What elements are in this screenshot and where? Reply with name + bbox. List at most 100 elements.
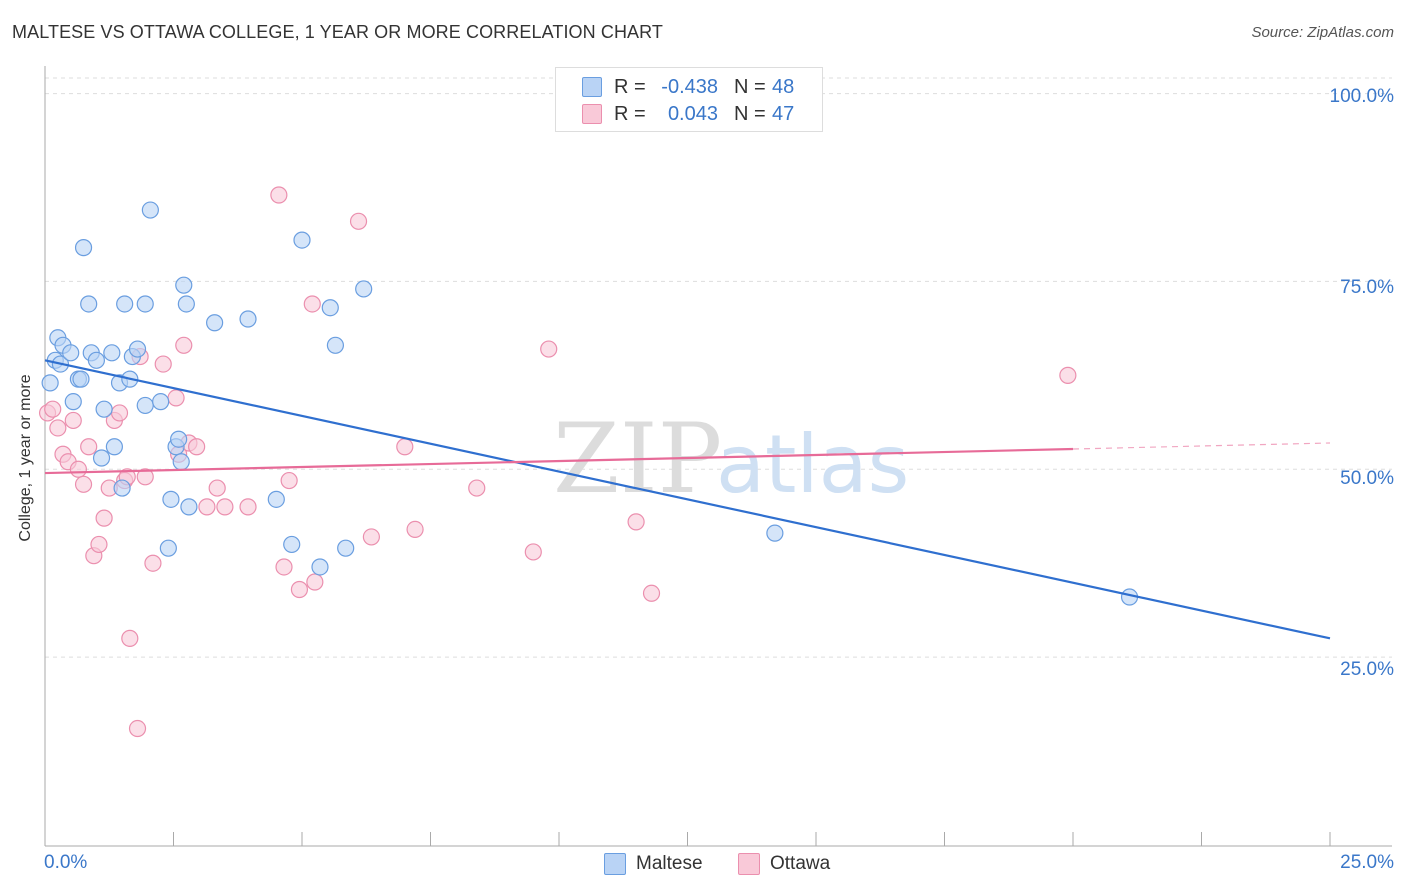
y-tick-label: 25.0% <box>1340 659 1394 680</box>
maltese-point <box>141 201 159 219</box>
ottawa-point <box>290 580 309 599</box>
n-label: N = <box>734 75 766 98</box>
maltese-point <box>267 490 285 508</box>
y-tick-label: 75.0% <box>1340 277 1394 298</box>
x-tick-label-min: 0.0% <box>44 852 88 873</box>
ottawa-point <box>396 438 414 456</box>
chart-title: MALTESE VS OTTAWA COLLEGE, 1 YEAR OR MOR… <box>12 22 664 42</box>
maltese-point <box>116 295 134 313</box>
maltese-point <box>92 449 111 467</box>
maltese-point <box>74 239 93 257</box>
ottawa-point <box>362 528 380 546</box>
maltese-legend-swatch <box>604 853 626 875</box>
maltese-point <box>105 438 123 456</box>
ottawa-point <box>468 479 486 497</box>
maltese-point <box>239 310 257 328</box>
maltese-point <box>41 374 59 392</box>
ottawa-point <box>128 719 147 738</box>
ottawa-point <box>69 460 88 478</box>
ottawa-point <box>198 498 216 516</box>
y-axis-label: College, 1 year or more <box>17 374 34 542</box>
maltese-point <box>283 535 301 554</box>
ottawa-point <box>49 419 67 437</box>
ottawa-point <box>208 479 226 497</box>
ottawa-point <box>642 584 661 602</box>
ottawa-point <box>44 400 62 418</box>
watermark-atlas: atlas <box>716 418 909 511</box>
maltese-point <box>162 490 180 508</box>
ottawa-point <box>74 475 93 493</box>
maltese-point <box>80 295 98 313</box>
ottawa-point <box>280 471 298 490</box>
x-tick-label-max: 25.0% <box>1340 852 1394 873</box>
maltese-point <box>355 280 373 298</box>
maltese-point <box>62 344 80 362</box>
maltese-swatch <box>582 77 602 97</box>
maltese-point <box>206 314 224 332</box>
ottawa-trend-line <box>44 447 1074 475</box>
grid-lines <box>45 77 1392 658</box>
maltese-point <box>180 498 198 516</box>
maltese-point <box>159 539 177 557</box>
r-value: -0.438 <box>661 75 718 98</box>
ottawa-point <box>90 535 108 554</box>
ottawa-legend-swatch <box>738 853 760 875</box>
n-value: 47 <box>772 102 795 125</box>
ottawa-point <box>216 498 234 516</box>
maltese-point <box>72 370 90 388</box>
maltese-point <box>64 393 82 411</box>
y-tick-label: 50.0% <box>1340 468 1394 489</box>
maltese-legend-label: Maltese <box>636 853 703 874</box>
maltese-point <box>128 340 147 358</box>
ottawa-point <box>144 554 162 572</box>
ottawa-point <box>188 438 206 456</box>
maltese-point <box>337 539 355 557</box>
maltese-points <box>41 201 1139 606</box>
r-label: R = <box>614 102 646 125</box>
r-label: R = <box>614 75 646 98</box>
ottawa-legend-label: Ottawa <box>770 853 831 874</box>
ottawa-point <box>349 212 368 230</box>
ottawa-point <box>95 509 113 527</box>
maltese-point <box>311 558 329 576</box>
maltese-point <box>177 295 195 313</box>
ottawa-point <box>121 629 139 647</box>
ottawa-point <box>136 468 154 486</box>
maltese-point <box>293 231 311 249</box>
ottawa-point <box>239 498 257 516</box>
ottawa-point <box>167 389 185 407</box>
legend-item-maltese[interactable]: Maltese <box>604 852 703 876</box>
ottawa-swatch <box>582 104 602 124</box>
maltese-point <box>321 299 339 317</box>
axes <box>44 66 1392 847</box>
ottawa-point <box>110 404 129 422</box>
ottawa-point <box>175 336 193 354</box>
n-value: 48 <box>772 75 795 98</box>
ottawa-point <box>524 543 542 561</box>
n-label: N = <box>734 102 766 125</box>
ottawa-point <box>270 186 288 204</box>
maltese-point <box>326 336 345 354</box>
ottawa-point <box>303 295 321 313</box>
maltese-point <box>136 295 154 313</box>
trend-lines <box>44 359 1331 640</box>
maltese-point <box>766 524 784 542</box>
ottawa-point <box>80 438 98 456</box>
ottawa-point <box>275 558 293 576</box>
maltese-point <box>87 351 106 369</box>
maltese-point <box>113 479 131 497</box>
maltese-trend-line <box>44 359 1331 640</box>
maltese-point <box>95 400 113 418</box>
ottawa-point <box>154 355 172 373</box>
ottawa-point <box>540 340 558 358</box>
maltese-point <box>170 430 188 448</box>
maltese-point <box>136 396 154 415</box>
source-label: Source: ZipAtlas.com <box>1251 24 1394 41</box>
maltese-point <box>152 393 170 411</box>
ottawa-point <box>64 411 82 430</box>
legend-item-ottawa[interactable]: Ottawa <box>738 852 830 876</box>
ottawa-point <box>306 573 324 591</box>
ottawa-point <box>1059 366 1077 384</box>
ottawa-point <box>627 513 645 531</box>
